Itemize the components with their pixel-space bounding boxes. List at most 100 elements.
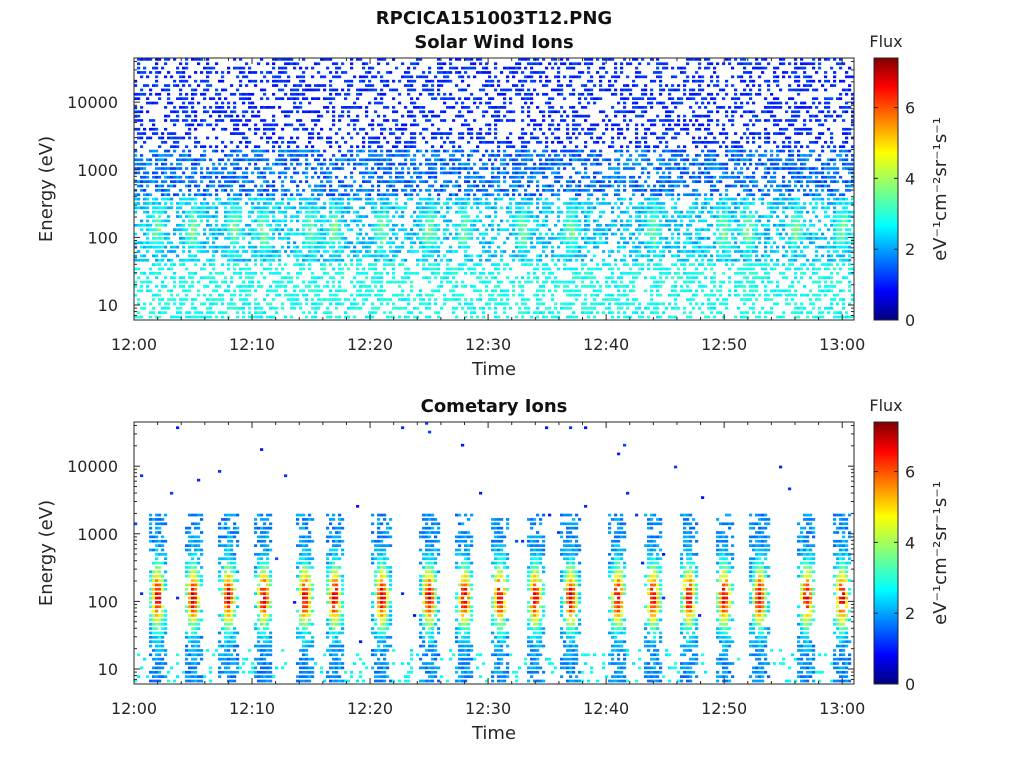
spectrogram-cell xyxy=(446,184,450,188)
spectrogram-cell xyxy=(248,210,252,214)
spectrogram-cell xyxy=(425,276,429,280)
spectrogram-cell xyxy=(224,215,228,218)
spectrogram-cell xyxy=(542,210,546,214)
spectrogram-cell xyxy=(542,71,546,74)
spectrogram-cell xyxy=(413,140,417,144)
spectrogram-cell xyxy=(305,285,309,288)
spectrogram-cell xyxy=(428,193,432,197)
spectrogram-cell xyxy=(557,285,561,288)
spectrogram-cell xyxy=(254,315,258,319)
spectrogram-cell xyxy=(506,136,510,140)
spectrogram-cell xyxy=(332,293,336,297)
spectrogram-cell xyxy=(545,280,549,284)
spectrogram-cell xyxy=(587,184,591,188)
spectrogram-cell xyxy=(596,189,600,192)
spectrogram-cell xyxy=(428,306,432,310)
spectrogram-cell xyxy=(518,250,522,253)
spectrogram-cell xyxy=(281,219,285,223)
spectrogram-cell xyxy=(347,114,351,118)
spectrogram-cell xyxy=(491,254,495,258)
spectrogram-cell xyxy=(179,215,183,218)
spectrogram-cell xyxy=(431,250,435,253)
spectrogram-cell xyxy=(446,162,450,166)
spectrogram-cell xyxy=(482,237,486,240)
spectrogram-cell xyxy=(515,254,519,258)
spectrogram-cell xyxy=(371,267,375,271)
spectrogram-cell xyxy=(467,140,471,144)
spectrogram-cell xyxy=(497,263,501,266)
spectrogram-cell xyxy=(560,158,564,162)
spectrogram-cell xyxy=(344,223,348,227)
spectrogram-cell xyxy=(599,84,603,87)
spectrogram-cell xyxy=(215,92,219,96)
spectrogram-cell xyxy=(515,189,519,192)
spectrogram-cell xyxy=(575,254,579,258)
spectrogram-cell xyxy=(482,223,486,227)
spectrogram-cell xyxy=(134,285,138,288)
spectrogram-cell xyxy=(506,228,510,232)
spectrogram-cell xyxy=(275,228,279,232)
spectrogram-cell xyxy=(500,302,504,306)
spectrogram-cell xyxy=(437,271,441,275)
spectrogram-cell xyxy=(356,197,360,201)
spectrogram-cell xyxy=(365,162,369,166)
spectrogram-cell xyxy=(377,228,381,232)
spectrogram-cell xyxy=(446,149,450,153)
spectrogram-cell xyxy=(494,154,498,157)
spectrogram-cell xyxy=(134,140,138,144)
spectrogram-cell xyxy=(515,241,519,245)
spectrogram-cell xyxy=(404,154,408,157)
spectrogram-cell xyxy=(578,276,582,280)
spectrogram-cell xyxy=(272,75,276,79)
spectrogram-cell xyxy=(167,175,171,179)
spectrogram-cell xyxy=(530,263,534,266)
spectrogram-cell xyxy=(191,197,195,201)
spectrogram-cell xyxy=(320,245,324,249)
spectrogram-cell xyxy=(503,189,507,192)
spectrogram-cell xyxy=(176,110,180,114)
spectrogram-cell xyxy=(551,119,555,122)
spectrogram-cell xyxy=(488,75,492,79)
spectrogram-cell xyxy=(341,110,345,114)
spectrogram-cell xyxy=(470,136,474,140)
spectrogram-cell xyxy=(245,175,249,179)
spectrogram-cell xyxy=(578,184,582,188)
spectrogram-cell xyxy=(575,193,579,197)
spectrogram-cell xyxy=(245,302,249,306)
spectrogram-cell xyxy=(203,293,207,297)
spectrogram-cell xyxy=(245,123,249,127)
spectrogram-cell xyxy=(221,189,225,192)
spectrogram-cell xyxy=(209,84,213,87)
spectrogram-cell xyxy=(539,241,543,245)
spectrogram-cell xyxy=(590,210,594,214)
spectrogram-cell xyxy=(446,271,450,275)
spectrogram-cell xyxy=(566,206,570,210)
spectrogram-cell xyxy=(500,298,504,301)
spectrogram-cell xyxy=(464,193,468,197)
spectrogram-cell xyxy=(431,206,435,210)
spectrogram-cell xyxy=(287,280,291,284)
spectrogram-cell xyxy=(422,106,426,109)
spectrogram-cell xyxy=(215,101,219,105)
spectrogram-cell xyxy=(542,237,546,240)
spectrogram-cell xyxy=(353,106,357,109)
spectrogram-cell xyxy=(539,285,543,288)
figure-title: RPCICA151003T12.PNG xyxy=(376,8,612,29)
spectrogram-cell xyxy=(509,101,513,105)
spectrogram-cell xyxy=(293,250,297,253)
spectrogram-cell xyxy=(488,206,492,210)
spectrogram-cell xyxy=(239,158,243,162)
spectrogram-cell xyxy=(497,175,501,179)
spectrogram-cell xyxy=(455,84,459,87)
spectrogram-cell xyxy=(377,254,381,258)
spectrogram-cell xyxy=(506,206,510,210)
spectrogram-cell xyxy=(161,132,165,135)
spectrogram-cell xyxy=(347,254,351,258)
spectrogram-cell xyxy=(461,88,465,92)
spectrogram-cell xyxy=(188,219,192,223)
spectrogram-cell xyxy=(317,189,321,192)
spectrogram-cell xyxy=(140,258,144,262)
spectrogram-cell xyxy=(260,71,264,74)
spectrogram-cell xyxy=(461,215,465,218)
spectrogram-cell xyxy=(425,302,429,306)
